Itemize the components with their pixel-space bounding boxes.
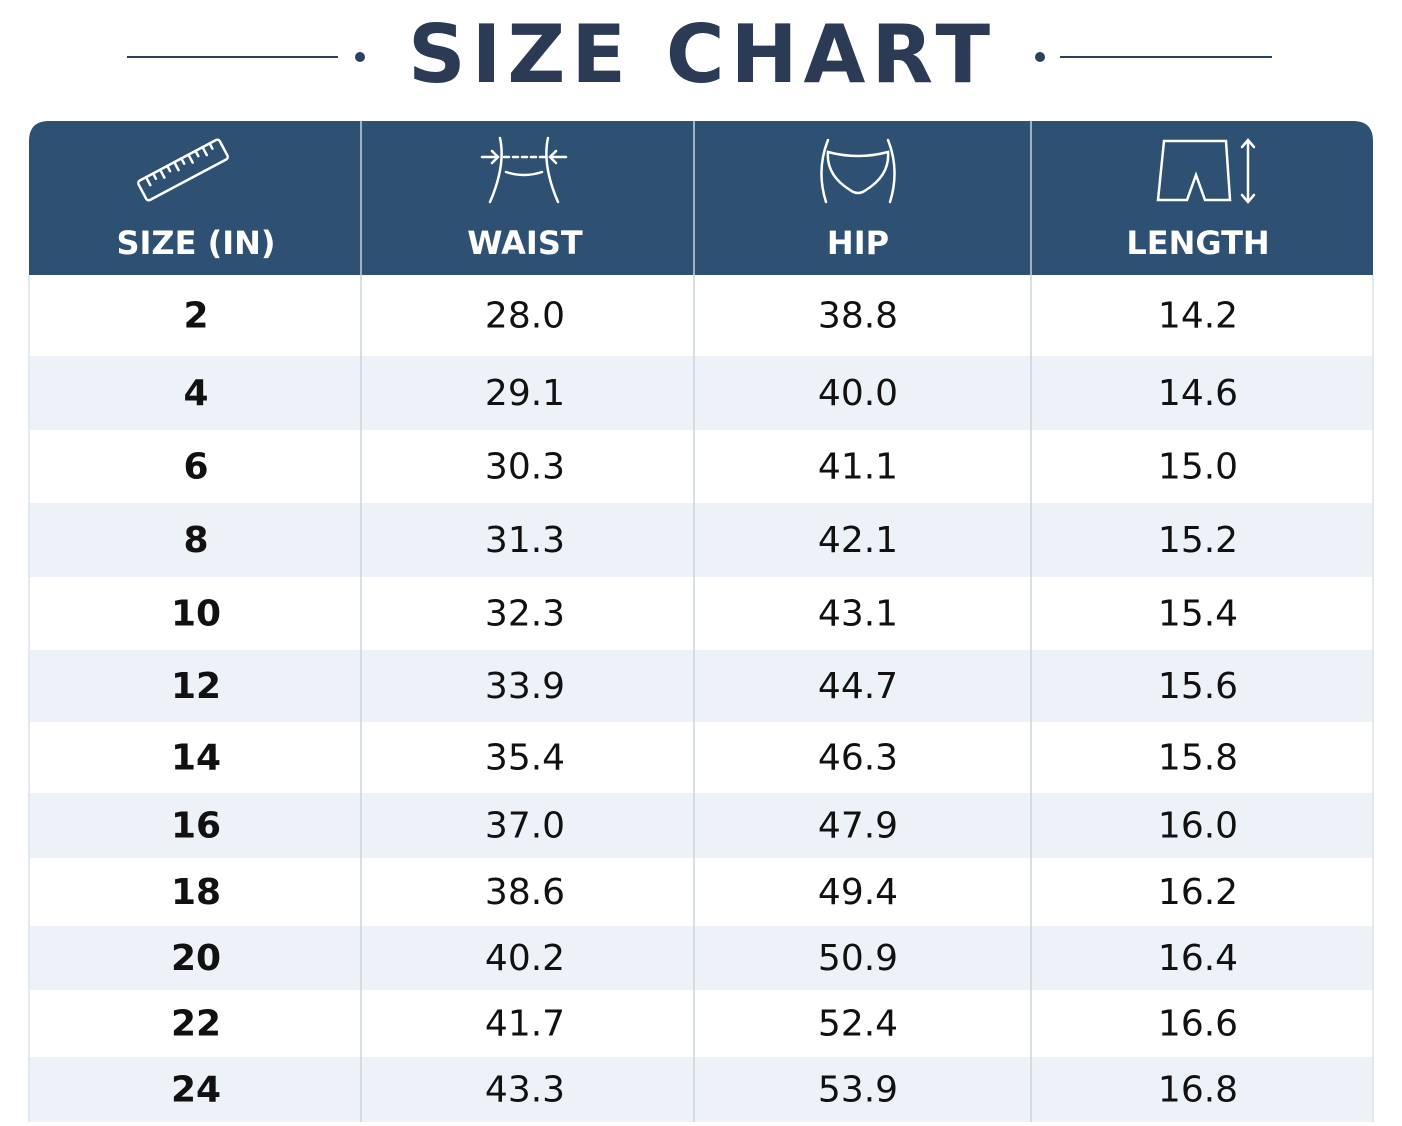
measure-cell: 43.1 [818, 594, 898, 635]
measure-cell: 49.4 [818, 872, 898, 913]
measure-cell: 33.9 [485, 666, 565, 707]
column-header: WAIST [467, 224, 583, 262]
waist-icon [480, 136, 568, 204]
measure-cell: 50.9 [818, 938, 898, 979]
table-row [29, 577, 1373, 650]
measure-cell: 52.4 [818, 1004, 898, 1045]
measure-cell: 40.0 [818, 373, 898, 414]
table-row [29, 650, 1373, 722]
measure-cell: 46.3 [818, 738, 898, 779]
measure-cell: 14.2 [1158, 296, 1238, 337]
hip-icon [820, 138, 896, 204]
measure-cell: 42.1 [818, 520, 898, 561]
size-cell: 20 [171, 938, 221, 979]
measure-cell: 40.2 [485, 938, 565, 979]
measure-cell: 38.6 [485, 872, 565, 913]
table-row [29, 926, 1373, 990]
title-dot [1035, 52, 1045, 62]
measure-cell: 29.1 [485, 373, 565, 414]
column-header: SIZE (IN) [116, 224, 275, 262]
size-cell: 22 [171, 1004, 221, 1045]
measure-cell: 38.8 [818, 296, 898, 337]
header-icons [137, 136, 1256, 204]
size-cell: 12 [171, 666, 221, 707]
ruler-icon [137, 138, 229, 202]
measure-cell: 44.7 [818, 666, 898, 707]
table-row [29, 356, 1373, 430]
size-cell: 16 [171, 806, 221, 847]
measure-cell: 14.6 [1158, 373, 1238, 414]
measure-cell: 15.6 [1158, 666, 1238, 707]
measure-cell: 37.0 [485, 806, 565, 847]
measure-cell: 35.4 [485, 738, 565, 779]
table-row [29, 275, 1373, 356]
measure-cell: 53.9 [818, 1070, 898, 1111]
measure-cell: 15.4 [1158, 594, 1238, 635]
column-header: LENGTH [1126, 224, 1269, 262]
measure-cell: 16.6 [1158, 1004, 1238, 1045]
measure-cell: 28.0 [485, 296, 565, 337]
size-cell: 4 [183, 373, 208, 414]
table-body: 2 28.0 38.8 14.2 4 29.1 40.0 14.6 6 30.3 41.1 15.0 8… [28, 121, 1374, 1122]
title: SIZE CHART [408, 8, 996, 101]
measure-cell: 15.0 [1158, 447, 1238, 488]
size-cell: 6 [183, 447, 208, 488]
measure-cell: 43.3 [485, 1070, 565, 1111]
table-row [29, 990, 1373, 1057]
title-dot [355, 52, 365, 62]
table-row [29, 858, 1373, 926]
measure-cell: 15.2 [1158, 520, 1238, 561]
measure-cell: 31.3 [485, 520, 565, 561]
table-row [29, 430, 1373, 503]
header-band [29, 121, 1373, 275]
size-cell: 18 [171, 872, 221, 913]
measure-cell: 32.3 [485, 594, 565, 635]
size-cell: 14 [171, 738, 221, 779]
measure-cell: 30.3 [485, 447, 565, 488]
size-cell: 2 [183, 296, 208, 337]
size-cell: 8 [183, 520, 208, 561]
length-icon [1156, 138, 1256, 204]
measure-cell: 41.7 [485, 1004, 565, 1045]
measure-cell: 41.1 [818, 447, 898, 488]
column-header: HIP [827, 224, 889, 262]
measure-cell: 47.9 [818, 806, 898, 847]
size-cell: 24 [171, 1070, 221, 1111]
measure-cell: 16.8 [1158, 1070, 1238, 1111]
measure-cell: 16.4 [1158, 938, 1238, 979]
size-cell: 10 [171, 594, 221, 635]
measure-cell: 16.2 [1158, 872, 1238, 913]
table-row [29, 503, 1373, 577]
table-row [29, 722, 1373, 793]
measure-cell: 16.0 [1158, 806, 1238, 847]
table-row [29, 793, 1373, 858]
table-row [29, 1057, 1373, 1122]
measure-cell: 15.8 [1158, 738, 1238, 779]
